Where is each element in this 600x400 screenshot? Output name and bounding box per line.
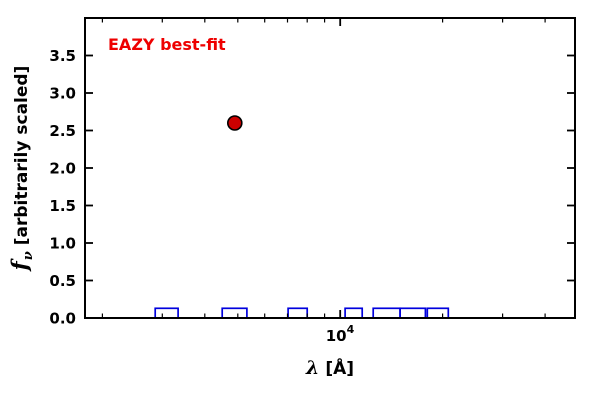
y-axis-label-nu: ν <box>21 251 36 260</box>
x-major-tick-label: 104 <box>326 323 355 345</box>
annotation-eazy-best-fit: EAZY best-fit <box>108 35 226 54</box>
y-tick-label: 0.5 <box>49 272 76 290</box>
plot-area: 0.0 0.5 1.0 1.5 2.0 2.5 3.0 3.5 <box>49 17 576 328</box>
plot-frame <box>84 17 576 319</box>
y-tick-label: 3.0 <box>49 85 76 103</box>
y-tick-label: 3.5 <box>49 47 76 65</box>
x-axis-label: λ [Å] <box>305 356 354 379</box>
y-tick-label: 1.5 <box>49 197 76 215</box>
x-axis-label-unit: [Å] <box>325 356 354 379</box>
y-axis-label-rest: [arbitrarily scaled] <box>12 66 32 246</box>
y-axis-label: fν[arbitrarily scaled] <box>7 66 36 273</box>
y-tick-label: 2.5 <box>49 122 76 140</box>
filter-box <box>154 307 179 319</box>
y-tick-label: 1.0 <box>49 235 76 253</box>
data-point <box>227 115 243 131</box>
filter-box <box>372 307 401 319</box>
x-tick-base: 10 <box>326 327 347 345</box>
filter-box <box>344 307 364 319</box>
filter-box <box>221 307 248 319</box>
filter-box <box>426 307 450 319</box>
y-tick-label: 2.0 <box>49 160 76 178</box>
x-axis-label-lambda: λ <box>305 357 319 379</box>
filter-box <box>287 307 309 319</box>
y-tick-label: 0.0 <box>49 310 76 328</box>
x-tick-exponent: 4 <box>347 323 355 336</box>
filter-box <box>399 307 427 319</box>
